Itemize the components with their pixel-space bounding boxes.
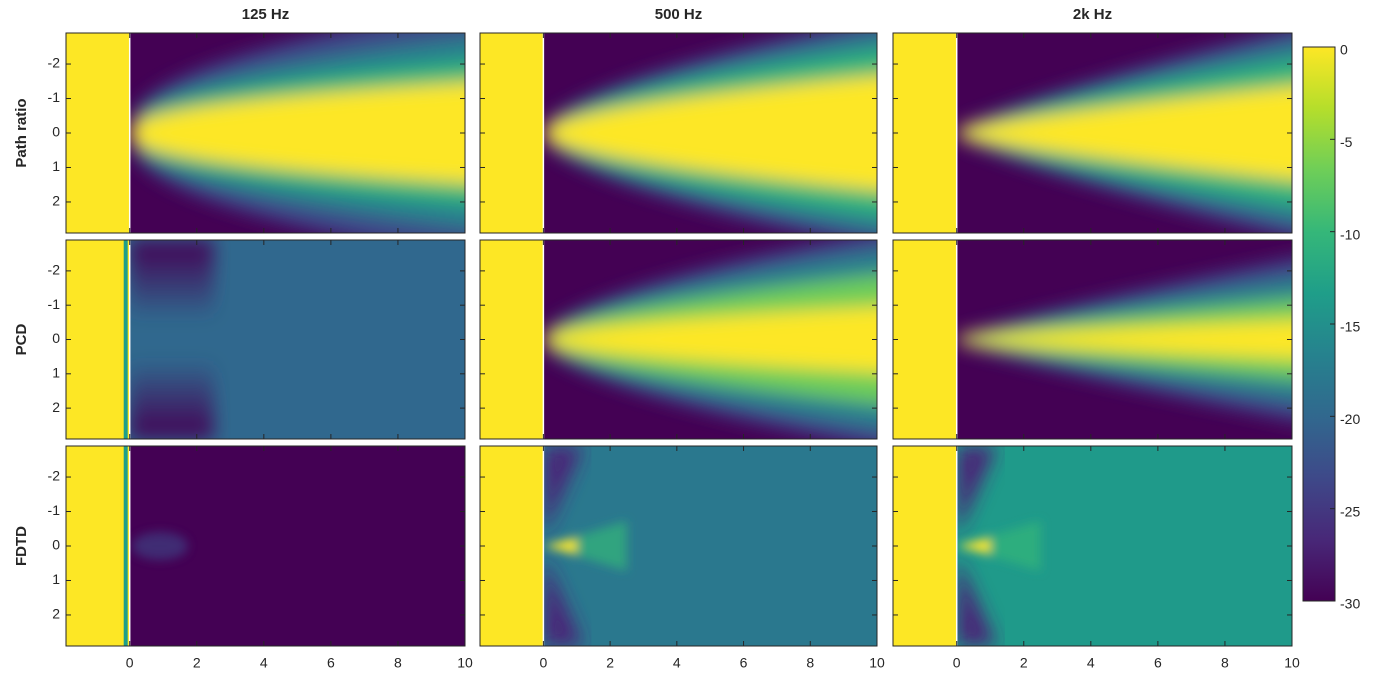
y-tick-label: 0: [52, 537, 60, 553]
x-tick-label: 6: [740, 655, 748, 671]
boundary: [123, 240, 128, 439]
column-title: 125 Hz: [242, 6, 290, 23]
field-layer: [543, 446, 584, 536]
y-tick-label: 1: [52, 158, 60, 174]
source-region: [480, 33, 544, 233]
y-tick-label: 2: [52, 193, 60, 209]
colorbar-tick-label: -10: [1340, 226, 1360, 242]
y-tick-label: 1: [52, 365, 60, 381]
colorbar-tick-label: -20: [1340, 411, 1360, 427]
colorbar-tick-label: -5: [1340, 134, 1353, 150]
source-region: [66, 446, 130, 646]
x-tick-label: 10: [1284, 655, 1300, 671]
boundary: [123, 446, 128, 646]
heatmap: [480, 446, 877, 646]
column-title: 2k Hz: [1073, 6, 1112, 23]
x-tick-label: 10: [457, 655, 473, 671]
y-tick-label: -2: [48, 262, 61, 278]
field: [131, 532, 188, 560]
source-region: [893, 240, 957, 439]
y-tick-label: 2: [52, 399, 60, 415]
field: [956, 446, 997, 646]
field: [543, 240, 877, 439]
field-layer: [543, 538, 577, 554]
field: [956, 258, 1292, 421]
heatmap: [893, 446, 1292, 646]
y-tick-label: -2: [48, 55, 61, 71]
x-tick-label: 6: [1154, 655, 1162, 671]
field-layer: [956, 556, 997, 646]
y-tick-label: -1: [48, 296, 61, 312]
field-layer: [956, 446, 997, 536]
colorbar-tick-label: -15: [1340, 319, 1360, 335]
x-tick-label: 8: [394, 655, 402, 671]
heatmap: [66, 446, 465, 646]
x-tick-label: 2: [1020, 655, 1028, 671]
field: [543, 33, 877, 233]
x-tick-label: 6: [327, 655, 335, 671]
field-layer: [543, 75, 877, 191]
source-region: [66, 240, 130, 439]
field: [543, 521, 627, 571]
x-tick-label: 8: [806, 655, 814, 671]
x-tick-label: 0: [539, 655, 547, 671]
heatmap: [66, 240, 465, 439]
heatmap: [480, 33, 877, 233]
field-layer: [543, 306, 877, 373]
x-tick-label: 2: [606, 655, 614, 671]
x-tick-label: 0: [953, 655, 961, 671]
field-layer: [956, 320, 1292, 359]
source-region: [893, 446, 957, 646]
heatmap: [480, 240, 877, 439]
heatmap: [893, 33, 1292, 233]
field-layer: [543, 521, 627, 571]
field: [956, 33, 1292, 233]
field: [543, 446, 584, 646]
x-tick-label: 4: [260, 655, 268, 671]
row-label: Path ratio: [13, 98, 30, 167]
colorbar-tick-label: -30: [1340, 596, 1360, 612]
field: [129, 240, 214, 439]
row-label: PCD: [13, 323, 30, 355]
source-region: [893, 33, 957, 233]
column-title: 500 Hz: [655, 6, 703, 23]
heatmap: [66, 33, 465, 233]
y-tick-label: 0: [52, 124, 60, 140]
y-tick-label: -2: [48, 468, 61, 484]
field-layer: [956, 86, 1292, 180]
field-layer: [129, 82, 465, 184]
colorbar-tick-label: -25: [1340, 503, 1360, 519]
source-region: [66, 33, 130, 233]
field-layer: [956, 538, 991, 554]
x-tick-label: 4: [673, 655, 681, 671]
field-layer: [956, 521, 1041, 571]
colorbar-tick-label: 0: [1340, 42, 1348, 58]
source-region: [480, 446, 544, 646]
source-region: [480, 240, 544, 439]
y-tick-label: 2: [52, 606, 60, 622]
x-tick-label: 8: [1221, 655, 1229, 671]
x-tick-label: 0: [126, 655, 134, 671]
field: [129, 33, 465, 233]
y-tick-label: -1: [48, 502, 61, 518]
heatmap: [893, 240, 1292, 439]
field-layer: [543, 556, 584, 646]
field: [956, 521, 1041, 571]
y-tick-label: -1: [48, 89, 61, 105]
y-tick-label: 0: [52, 330, 60, 346]
x-tick-label: 2: [193, 655, 201, 671]
x-tick-label: 10: [869, 655, 885, 671]
x-tick-label: 4: [1087, 655, 1095, 671]
row-label: FDTD: [13, 526, 30, 566]
y-tick-label: 1: [52, 571, 60, 587]
